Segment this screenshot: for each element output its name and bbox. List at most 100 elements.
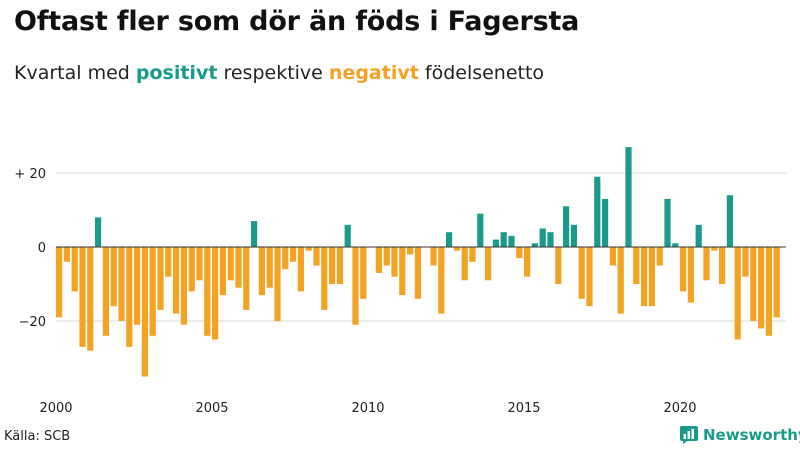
subtitle-suffix: födelsenetto — [424, 62, 545, 84]
bar — [750, 247, 757, 321]
bar — [711, 247, 718, 251]
bar — [329, 247, 336, 284]
x-tick-label: 2005 — [195, 401, 228, 416]
bar — [578, 247, 585, 299]
source-note: Källa: SCB — [4, 429, 71, 444]
chart-title: Oftast fler som dör än föds i Fagersta — [14, 6, 580, 37]
chart-subtitle: Kvartal med positivt respektive negativt… — [14, 62, 544, 84]
bar — [446, 232, 453, 247]
bar — [765, 247, 772, 336]
bar — [407, 247, 414, 255]
bar — [383, 247, 390, 266]
bar — [219, 247, 226, 296]
bar — [165, 247, 172, 277]
bar — [461, 247, 468, 281]
bar — [391, 247, 398, 277]
bar — [297, 247, 304, 292]
bar — [134, 247, 141, 325]
bar — [266, 247, 273, 288]
bar — [531, 243, 538, 247]
bar — [469, 247, 476, 262]
bar — [594, 176, 601, 247]
bar — [110, 247, 117, 307]
bar — [672, 243, 679, 247]
bar — [87, 247, 94, 351]
bar — [63, 247, 70, 262]
bar — [305, 247, 312, 251]
bar — [360, 247, 367, 299]
bar — [141, 247, 148, 377]
bar — [188, 247, 195, 292]
y-tick-label: −20 — [19, 315, 46, 330]
bar — [742, 247, 749, 277]
x-tick-label: 2010 — [351, 401, 384, 416]
bar — [570, 224, 577, 247]
bar — [524, 247, 531, 277]
bar — [399, 247, 406, 296]
subtitle-negative-word: negativt — [328, 62, 419, 84]
bar — [102, 247, 109, 336]
bar — [617, 247, 624, 314]
bar — [680, 247, 687, 292]
bar — [336, 247, 343, 284]
bar — [118, 247, 125, 321]
bar — [79, 247, 86, 347]
bar — [321, 247, 328, 310]
bar — [344, 224, 351, 247]
subtitle-positive-word: positivt — [135, 62, 218, 84]
bar — [492, 239, 499, 247]
subtitle-middle: respektive — [223, 62, 323, 84]
bar — [625, 147, 632, 247]
bar — [485, 247, 492, 281]
bar — [173, 247, 180, 314]
bar — [235, 247, 242, 288]
newsworthy-logo-icon — [680, 426, 698, 444]
bar — [157, 247, 164, 310]
x-tick-label: 2020 — [663, 401, 696, 416]
x-tick-label: 2015 — [507, 401, 540, 416]
x-tick-label: 2000 — [39, 401, 72, 416]
bar — [71, 247, 78, 292]
bar — [477, 213, 484, 247]
bar — [212, 247, 219, 340]
bar — [227, 247, 234, 281]
bar — [539, 228, 546, 247]
bar — [352, 247, 359, 325]
bar — [664, 198, 671, 247]
bar — [734, 247, 741, 340]
newsworthy-logo: Newsworthy — [680, 426, 800, 444]
bar — [609, 247, 616, 266]
bar — [547, 232, 554, 247]
bar — [726, 195, 733, 247]
bar — [180, 247, 187, 325]
bar — [95, 217, 102, 247]
bar — [282, 247, 289, 270]
bar — [641, 247, 648, 307]
bar — [500, 232, 507, 247]
bar — [375, 247, 382, 273]
bar — [430, 247, 437, 266]
bar — [258, 247, 265, 296]
bar — [695, 224, 702, 247]
newsworthy-logo-text: Newsworthy — [703, 426, 800, 444]
bar — [703, 247, 710, 281]
bar — [586, 247, 593, 307]
bar — [243, 247, 250, 310]
bar — [149, 247, 156, 336]
bar — [773, 247, 780, 318]
bar — [251, 221, 258, 247]
subtitle-prefix: Kvartal med — [14, 62, 130, 84]
bar — [274, 247, 281, 321]
bar — [563, 206, 570, 247]
bar — [508, 235, 515, 247]
bar — [687, 247, 694, 303]
bar — [438, 247, 445, 314]
bar — [313, 247, 320, 266]
bar — [56, 247, 63, 318]
bar — [516, 247, 523, 259]
bar — [290, 247, 297, 262]
bar — [414, 247, 421, 299]
bar — [196, 247, 203, 281]
bar — [453, 247, 460, 251]
